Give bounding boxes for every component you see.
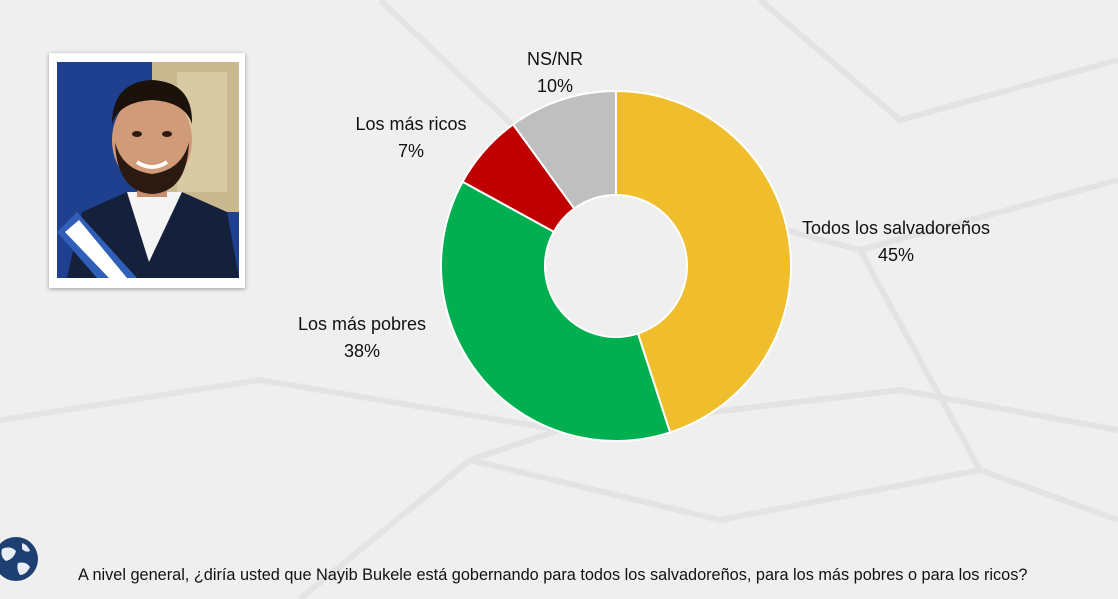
portrait-photo-frame (49, 53, 245, 288)
slice-value-label-1: 38% (344, 341, 380, 361)
slice-label-3: NS/NR (527, 49, 583, 69)
slice-1 (439, 180, 672, 442)
globe-icon (0, 537, 38, 581)
survey-question: A nivel general, ¿diría usted que Nayib … (78, 566, 1028, 584)
chart-slices (439, 89, 792, 442)
slice-value-label-3: 10% (537, 76, 573, 96)
slice-3 (511, 89, 617, 210)
chart-labels: Todos los salvadoreños 45% Los más pobres 3… (298, 49, 990, 361)
slice-label-2: Los más ricos (355, 114, 466, 134)
slice-label-0: Todos los salvadoreños (802, 218, 990, 238)
slice-label-1: Los más pobres (298, 314, 426, 334)
slice-0 (615, 89, 792, 434)
portrait-photo (57, 62, 239, 278)
slice-value-label-2: 7% (398, 141, 424, 161)
slice-value-label-0: 45% (878, 245, 914, 265)
